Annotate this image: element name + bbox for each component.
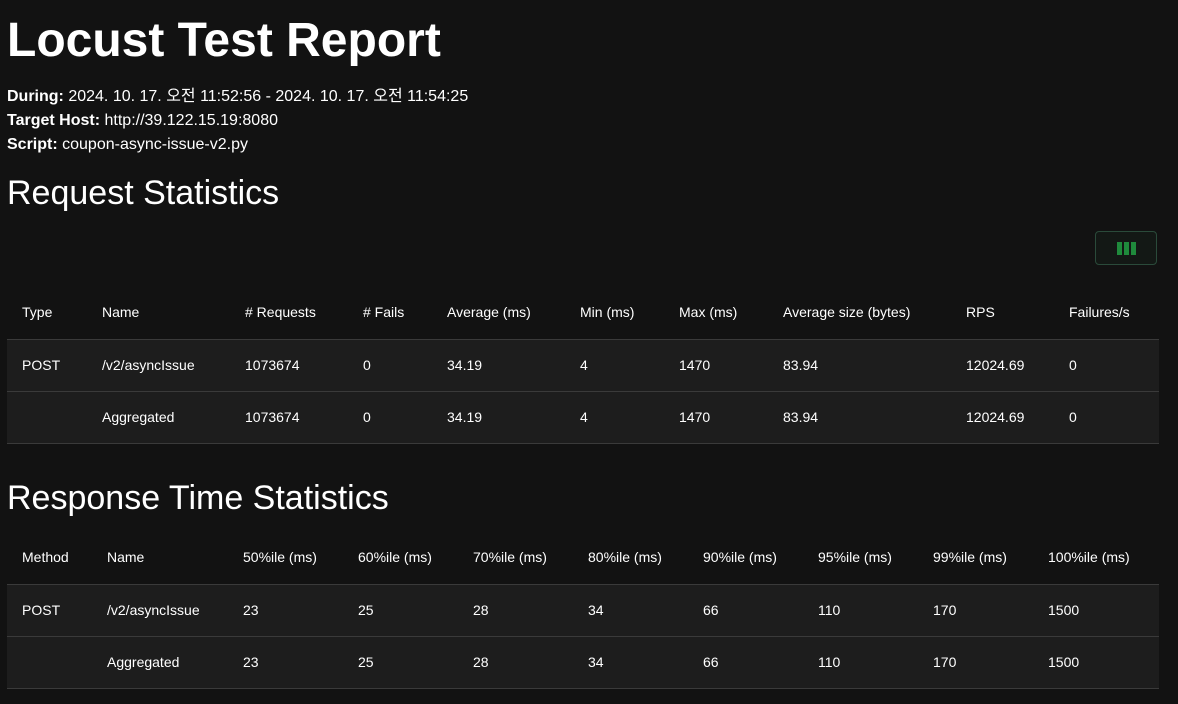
request-statistics-table: Type Name # Requests # Fails Average (ms…: [7, 285, 1159, 444]
header-min[interactable]: Min (ms): [580, 303, 635, 320]
cell-average: 34.19: [447, 357, 483, 373]
cell-p70: 28: [473, 602, 489, 618]
header-name[interactable]: Name: [107, 548, 145, 565]
header-p70[interactable]: 70%ile (ms): [473, 548, 547, 565]
cell-requests: 1073674: [245, 357, 300, 373]
cell-requests: 1073674: [245, 409, 300, 425]
cell-max: 1470: [679, 409, 711, 425]
header-p99[interactable]: 99%ile (ms): [933, 548, 1007, 565]
cell-p95: 110: [818, 602, 841, 618]
meta-script: Script: coupon-async-issue-v2.py: [7, 133, 468, 157]
header-average-size[interactable]: Average size (bytes): [783, 303, 911, 320]
cell-p80: 34: [588, 654, 604, 670]
cell-fails: 0: [363, 357, 371, 373]
cell-p100: 1500: [1048, 654, 1080, 670]
cell-method: POST: [22, 602, 61, 618]
target-host-label: Target Host:: [7, 112, 101, 129]
table-row: Aggregated 1073674 0 34.19 4 1470 83.94 …: [7, 391, 1159, 443]
cell-p90: 66: [703, 654, 719, 670]
cell-name: Aggregated: [107, 654, 180, 670]
response-time-statistics-heading: Response Time Statistics: [7, 479, 389, 517]
table-row: POST /v2/asyncIssue 23 25 28 34 66 110 1…: [7, 584, 1159, 636]
cell-p50: 23: [243, 602, 259, 618]
response-time-statistics-table: Method Name 50%ile (ms) 60%ile (ms) 70%i…: [7, 530, 1159, 689]
request-statistics-heading: Request Statistics: [7, 174, 280, 212]
page-title: Locust Test Report: [7, 14, 441, 67]
target-host-value: http://39.122.15.19:8080: [104, 112, 278, 129]
cell-p95: 110: [818, 654, 841, 670]
table-header-row: Type Name # Requests # Fails Average (ms…: [7, 285, 1159, 339]
cell-average: 34.19: [447, 409, 483, 425]
cell-rps: 12024.69: [966, 409, 1025, 425]
cell-p60: 25: [358, 654, 374, 670]
header-p90[interactable]: 90%ile (ms): [703, 548, 777, 565]
cell-p100: 1500: [1048, 602, 1080, 618]
during-label: During:: [7, 88, 64, 105]
header-p50[interactable]: 50%ile (ms): [243, 548, 317, 565]
select-columns-button[interactable]: [1095, 231, 1157, 265]
header-p60[interactable]: 60%ile (ms): [358, 548, 432, 565]
cell-p99: 170: [933, 654, 957, 670]
view-columns-icon: [1116, 241, 1136, 255]
cell-fails: 0: [363, 409, 371, 425]
cell-type: [7, 391, 87, 443]
cell-p90: 66: [703, 602, 719, 618]
header-fails[interactable]: # Fails: [363, 303, 405, 320]
header-max[interactable]: Max (ms): [679, 303, 738, 320]
header-average[interactable]: Average (ms): [447, 303, 531, 320]
cell-failures-per-sec: 0: [1069, 409, 1077, 425]
header-p80[interactable]: 80%ile (ms): [588, 548, 662, 565]
header-name[interactable]: Name: [102, 303, 140, 320]
table-row: Aggregated 23 25 28 34 66 110 170 1500: [7, 636, 1159, 688]
report-meta: During: 2024. 10. 17. 오전 11:52:56 - 2024…: [7, 85, 468, 157]
during-value: 2024. 10. 17. 오전 11:52:56 - 2024. 10. 17…: [68, 88, 469, 105]
cell-p70: 28: [473, 654, 489, 670]
script-value: coupon-async-issue-v2.py: [62, 136, 248, 153]
header-rps[interactable]: RPS: [966, 303, 995, 320]
cell-p80: 34: [588, 602, 604, 618]
cell-failures-per-sec: 0: [1069, 357, 1077, 373]
header-failures-per-sec[interactable]: Failures/s: [1069, 303, 1130, 320]
header-method[interactable]: Method: [22, 548, 69, 565]
cell-max: 1470: [679, 357, 711, 373]
header-type[interactable]: Type: [22, 303, 53, 320]
cell-p60: 25: [358, 602, 374, 618]
header-requests[interactable]: # Requests: [245, 303, 316, 320]
table-header-row: Method Name 50%ile (ms) 60%ile (ms) 70%i…: [7, 530, 1159, 584]
table-row: POST /v2/asyncIssue 1073674 0 34.19 4 14…: [7, 339, 1159, 391]
cell-min: 4: [580, 409, 588, 425]
cell-rps: 12024.69: [966, 357, 1025, 373]
cell-method: [7, 636, 92, 688]
meta-target-host: Target Host: http://39.122.15.19:8080: [7, 109, 468, 133]
meta-during: During: 2024. 10. 17. 오전 11:52:56 - 2024…: [7, 85, 468, 109]
cell-type: POST: [22, 357, 61, 373]
header-p95[interactable]: 95%ile (ms): [818, 548, 892, 565]
cell-p50: 23: [243, 654, 259, 670]
script-label: Script:: [7, 136, 58, 153]
cell-p99: 170: [933, 602, 957, 618]
cell-name: Aggregated: [102, 409, 175, 425]
cell-min: 4: [580, 357, 588, 373]
header-p100[interactable]: 100%ile (ms): [1048, 548, 1130, 565]
cell-average-size: 83.94: [783, 357, 819, 373]
cell-average-size: 83.94: [783, 409, 819, 425]
cell-name: /v2/asyncIssue: [102, 357, 195, 373]
cell-name: /v2/asyncIssue: [107, 602, 200, 618]
